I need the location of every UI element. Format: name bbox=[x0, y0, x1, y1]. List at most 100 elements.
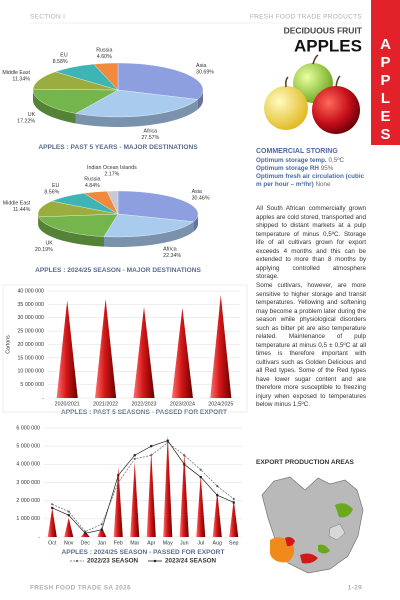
cone-bar bbox=[95, 299, 117, 398]
slice bbox=[93, 62, 119, 91]
slice-value: 20.19% bbox=[35, 247, 53, 253]
sidebar: APPLES bbox=[371, 0, 400, 145]
slice-label: Africa bbox=[163, 246, 177, 252]
slice-label: Asia bbox=[196, 63, 206, 69]
cone-bar bbox=[64, 517, 74, 537]
storing-heading: COMMERCIAL STORING bbox=[256, 148, 338, 155]
storing-label: Optimum fresh air circulation (cubic m p… bbox=[256, 173, 365, 188]
y-axis-label: Cartons bbox=[5, 335, 11, 354]
chart-title: APPLES : 2024/25 SEASON - PASSED FOR EXP… bbox=[62, 549, 225, 556]
x-tick-label: Feb bbox=[114, 540, 123, 546]
x-tick-label: Jul bbox=[197, 540, 204, 546]
series-marker bbox=[199, 475, 202, 479]
slice-side bbox=[38, 216, 104, 247]
slice-value: 4.84% bbox=[85, 183, 100, 189]
series-marker bbox=[133, 454, 136, 457]
paragraph: Some cultivars, however, are more sensit… bbox=[256, 282, 366, 408]
series-marker bbox=[67, 510, 70, 513]
y-tick-label: 5 000 000 bbox=[16, 444, 40, 450]
storing-item: Optimum fresh air circulation (cubic m p… bbox=[256, 173, 368, 189]
x-tick-label: Jun bbox=[180, 540, 189, 546]
y-tick-label: 10 000 000 bbox=[17, 369, 44, 375]
series-marker bbox=[232, 501, 235, 504]
x-tick-label: 2023/2024 bbox=[170, 401, 195, 407]
series-marker bbox=[150, 445, 153, 448]
product-title: APPLES bbox=[294, 36, 362, 55]
chart-title: APPLES : 2024/25 SEASON - MAJOR DESTINAT… bbox=[35, 267, 201, 274]
x-tick-label: Sep bbox=[229, 540, 238, 546]
sidebar-word: APPLES bbox=[377, 36, 394, 144]
x-tick-label: Apr bbox=[147, 540, 155, 546]
series-marker bbox=[199, 468, 202, 471]
series-marker bbox=[166, 439, 169, 442]
y-tick-label: 30 000 000 bbox=[17, 315, 44, 321]
apples-image bbox=[264, 54, 360, 134]
cone-bar bbox=[229, 499, 239, 537]
series-marker bbox=[117, 481, 120, 484]
footer-publication: FRESH FOOD TRADE SA 2026 bbox=[30, 585, 131, 592]
y-tick-label: 25 000 000 bbox=[17, 329, 44, 335]
legend-marker bbox=[75, 559, 79, 563]
y-tick-label: 35 000 000 bbox=[17, 302, 44, 308]
storing-item: Optimum storage temp. 0,5ºC bbox=[256, 157, 368, 165]
x-tick-label: 2020/2021 bbox=[55, 401, 80, 407]
cone-bar bbox=[171, 307, 193, 398]
paragraph: All South African commercially grown app… bbox=[256, 205, 366, 280]
y-tick-label: 4 000 000 bbox=[16, 462, 40, 468]
legend-label: 2022/23 SEASON bbox=[87, 558, 139, 565]
series-marker bbox=[51, 506, 54, 510]
slice-value: 30.69% bbox=[196, 69, 214, 75]
slice-label: EU bbox=[60, 53, 68, 59]
x-tick-label: Aug bbox=[213, 540, 222, 546]
slice-label: Africa bbox=[144, 129, 158, 135]
x-tick-label: 2024/2025 bbox=[208, 401, 233, 407]
series-marker bbox=[183, 463, 186, 466]
cone-bar bbox=[133, 307, 155, 398]
publication-label: FRESH FOOD TRADE PRODUCTS bbox=[250, 14, 362, 21]
slice-label: UK bbox=[28, 112, 36, 118]
storing-label: Optimum storage RH bbox=[256, 165, 319, 172]
x-tick-label: Mar bbox=[130, 540, 139, 546]
x-tick-label: Nov bbox=[64, 540, 74, 546]
y-tick-label: 5 000 000 bbox=[20, 382, 44, 388]
slice bbox=[117, 62, 204, 100]
slice-label: UK bbox=[45, 241, 53, 247]
slice-value: 30.46% bbox=[192, 195, 210, 201]
slice-label: Russia bbox=[96, 47, 112, 53]
page-number: 1-29 bbox=[348, 585, 362, 592]
cone-bar bbox=[97, 527, 107, 537]
cone-bar bbox=[56, 300, 78, 398]
section-label: SECTION I bbox=[30, 14, 65, 21]
slice-value: 11.34% bbox=[12, 76, 30, 82]
series-marker bbox=[117, 474, 120, 477]
slice bbox=[117, 190, 199, 222]
y-tick-label: 1 000 000 bbox=[16, 516, 40, 522]
series-marker bbox=[51, 503, 54, 506]
slice-value: 8.58% bbox=[53, 59, 68, 65]
slice bbox=[32, 89, 119, 114]
series-marker bbox=[100, 523, 103, 526]
series-marker bbox=[232, 497, 235, 500]
cone-bar bbox=[113, 467, 123, 537]
map bbox=[261, 476, 364, 574]
cone-bar bbox=[210, 295, 232, 398]
slice-value: 27.57% bbox=[141, 135, 159, 141]
slice-side bbox=[103, 221, 194, 247]
cone-bar bbox=[47, 507, 57, 537]
x-tick-label: Dec bbox=[81, 540, 91, 546]
y-tick-label: 40 000 000 bbox=[17, 288, 44, 294]
series-marker bbox=[216, 485, 219, 488]
slice-value: 22.34% bbox=[163, 253, 181, 259]
storing-item: Optimum storage RH 95% bbox=[256, 165, 368, 173]
cone-bar bbox=[163, 435, 173, 537]
legend-label: 2023/24 SEASON bbox=[165, 558, 217, 565]
slice-value: 4.60% bbox=[97, 54, 112, 60]
slice-label: Indian Ocean Islands bbox=[87, 165, 137, 171]
series-line bbox=[52, 442, 234, 532]
legend-marker bbox=[153, 559, 157, 563]
slice-side bbox=[75, 99, 198, 127]
slice-value: 2.17% bbox=[104, 171, 119, 177]
category-title: DECIDUOUS FRUIT bbox=[284, 25, 363, 35]
